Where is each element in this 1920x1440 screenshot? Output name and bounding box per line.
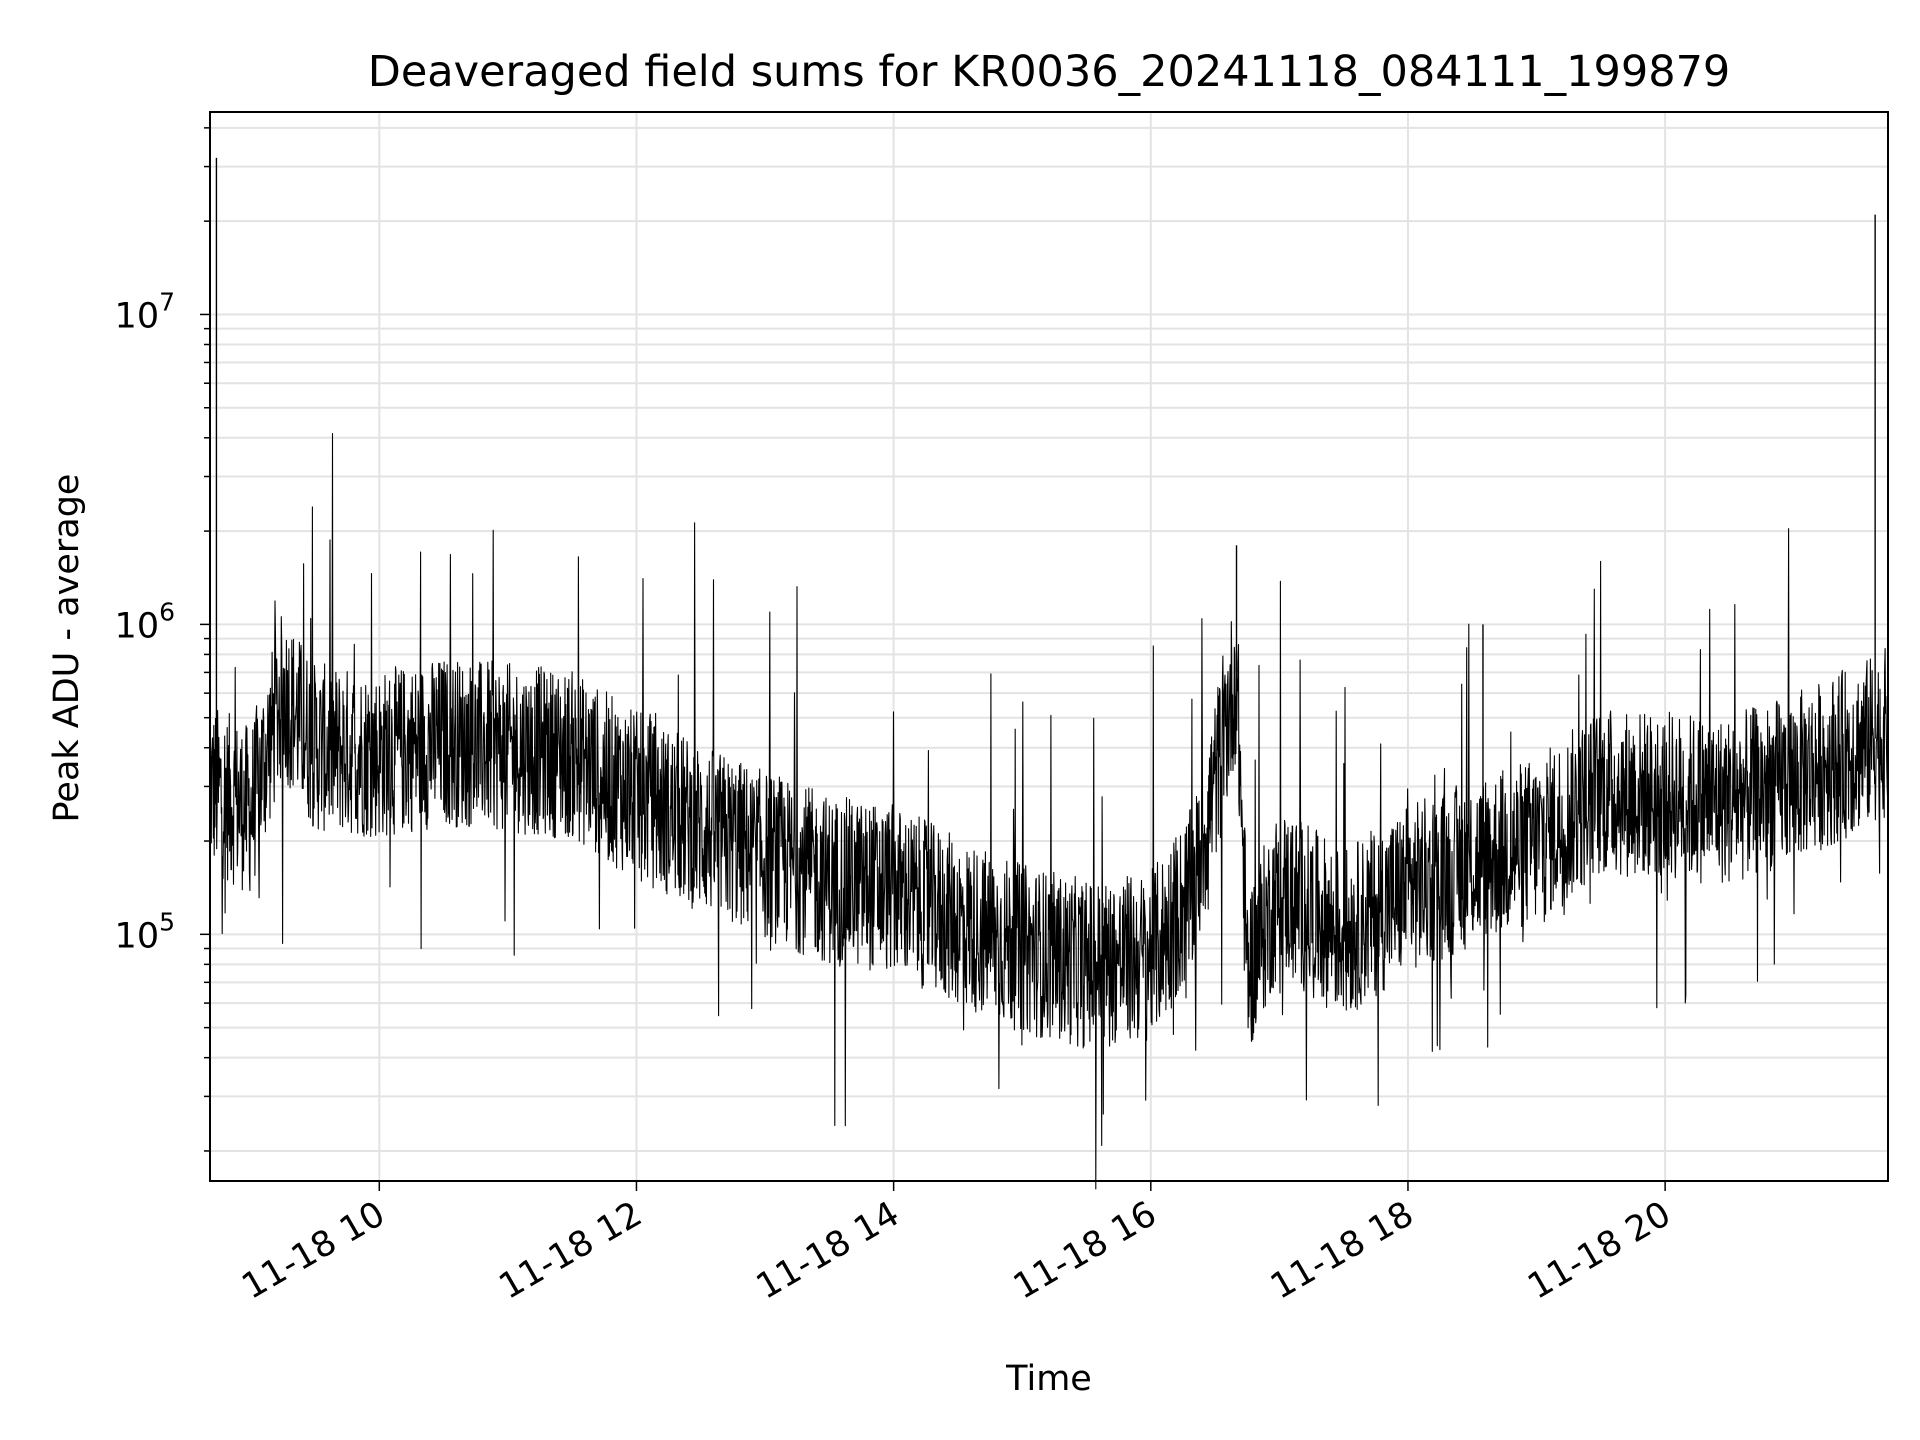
- y-tick-label: 106: [115, 597, 175, 646]
- x-axis-label: Time: [1005, 1359, 1092, 1399]
- y-axis-label: Peak ADU - average: [47, 474, 87, 823]
- y-tick-label: 107: [115, 287, 175, 336]
- y-tick-label: 105: [115, 907, 175, 956]
- plot-frame: [209, 111, 1889, 1182]
- series-area: [209, 157, 1889, 1190]
- series-line: [209, 433, 1889, 1190]
- chart-title: Deaveraged field sums for KR0036_2024111…: [368, 47, 1731, 97]
